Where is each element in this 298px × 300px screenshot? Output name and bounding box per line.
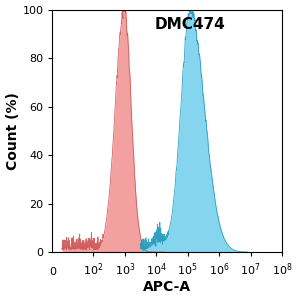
X-axis label: APC-A: APC-A (143, 280, 191, 294)
Y-axis label: Count (%): Count (%) (6, 92, 20, 170)
Text: DMC474: DMC474 (155, 17, 226, 32)
Text: 0: 0 (49, 267, 56, 277)
